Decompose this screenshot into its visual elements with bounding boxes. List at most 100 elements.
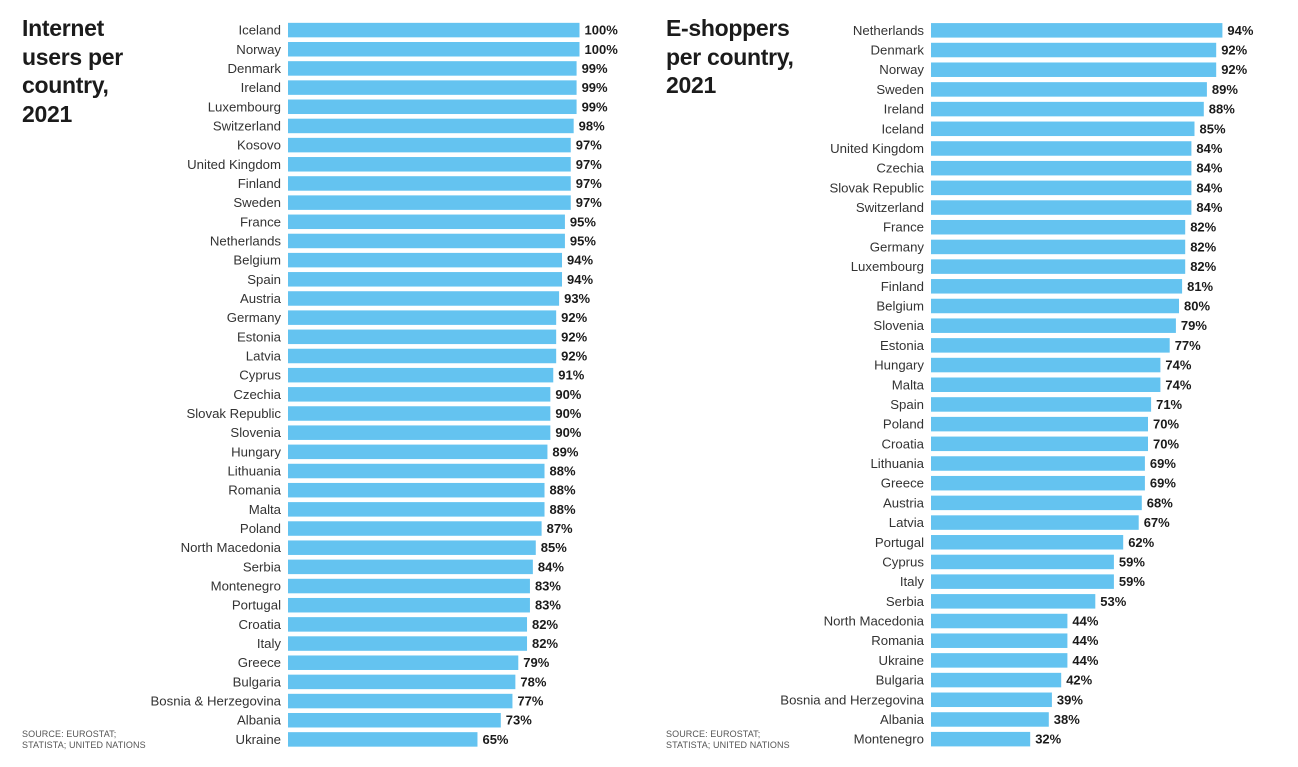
data-label: 84% xyxy=(538,559,564,574)
bar xyxy=(931,338,1170,353)
bar xyxy=(288,597,530,613)
bar xyxy=(931,23,1223,38)
category-label: Sweden xyxy=(876,82,924,97)
bar xyxy=(931,633,1068,648)
bar xyxy=(288,310,557,325)
data-label: 62% xyxy=(1128,535,1154,550)
category-label: Albania xyxy=(880,712,925,727)
bar xyxy=(288,463,545,479)
bar xyxy=(288,214,565,230)
bar xyxy=(288,233,565,249)
bar xyxy=(288,540,536,555)
category-label: Croatia xyxy=(238,617,281,632)
bar xyxy=(288,444,548,460)
category-label: Ireland xyxy=(884,102,924,117)
bar xyxy=(288,693,513,709)
data-label: 78% xyxy=(520,674,546,689)
bar xyxy=(931,515,1139,530)
bar xyxy=(288,367,554,383)
category-label: Netherlands xyxy=(210,233,282,248)
data-label: 84% xyxy=(1196,200,1222,215)
category-labels: Iceland Norway Denmark Ireland Luxembourg Swi… xyxy=(151,23,282,747)
category-label: Malta xyxy=(892,377,925,392)
data-label: 92% xyxy=(1221,43,1247,58)
category-label: Lithuania xyxy=(227,464,281,479)
category-label: United Kingdom xyxy=(830,141,924,156)
data-label: 82% xyxy=(532,636,558,651)
category-label: Spain xyxy=(247,272,281,287)
bar xyxy=(288,712,501,728)
data-label: 89% xyxy=(552,444,578,459)
data-label: 44% xyxy=(1072,614,1098,629)
category-label: North Macedonia xyxy=(181,540,282,555)
bar xyxy=(931,475,1145,491)
data-label: 71% xyxy=(1156,397,1182,412)
category-label: Belgium xyxy=(233,253,281,268)
title-line: per country, xyxy=(666,43,794,70)
data-label: 65% xyxy=(482,732,508,747)
bar xyxy=(288,99,577,115)
bar xyxy=(288,674,516,690)
data-label: 97% xyxy=(576,138,602,153)
category-label: Estonia xyxy=(880,338,925,353)
title-line: 2021 xyxy=(666,72,716,98)
bar xyxy=(288,61,577,76)
category-label: Serbia xyxy=(243,559,282,574)
data-label: 98% xyxy=(579,118,605,133)
title-line: Internet xyxy=(22,15,104,41)
bar xyxy=(931,535,1124,550)
category-labels: Netherlands Denmark Norway Sweden Ireland Ice… xyxy=(780,23,924,747)
category-label: Albania xyxy=(237,713,282,728)
category-label: Estonia xyxy=(237,329,282,344)
data-label: 93% xyxy=(564,291,590,306)
data-label: 38% xyxy=(1054,712,1080,727)
chart-title: Internet users per country, 2021 xyxy=(22,14,123,128)
bar xyxy=(931,554,1114,570)
bar xyxy=(288,482,545,498)
source-line: SOURCE: EUROSTAT; xyxy=(666,729,761,739)
category-label: Sweden xyxy=(233,195,281,210)
data-label: 84% xyxy=(1196,180,1222,195)
data-label: 94% xyxy=(1227,23,1253,38)
data-label: 85% xyxy=(541,540,567,555)
data-label: 82% xyxy=(1190,259,1216,274)
category-label: Finland xyxy=(881,279,924,294)
data-label: 85% xyxy=(1200,121,1226,136)
data-label: 77% xyxy=(517,694,543,709)
category-label: Latvia xyxy=(246,348,282,363)
category-label: Netherlands xyxy=(853,23,925,38)
source-line: SOURCE: EUROSTAT; xyxy=(22,729,117,739)
bar xyxy=(931,141,1192,156)
data-label: 99% xyxy=(582,61,608,76)
data-labels: 94% 92% 92% 89% 88% 85% 84% 84% 84% 84% 82% 82% 82% 8… xyxy=(1035,23,1254,747)
category-label: Ukraine xyxy=(236,732,281,747)
category-label: Cyprus xyxy=(239,368,281,383)
category-label: Kosovo xyxy=(237,138,281,153)
data-label: 82% xyxy=(1190,220,1216,235)
data-label: 90% xyxy=(555,425,581,440)
data-label: 77% xyxy=(1175,338,1201,353)
source-line: STATISTA; UNITED NATIONS xyxy=(22,739,146,750)
data-label: 69% xyxy=(1150,456,1176,471)
data-label: 44% xyxy=(1072,633,1098,648)
data-label: 42% xyxy=(1066,673,1092,688)
data-label: 73% xyxy=(506,713,532,728)
data-label: 70% xyxy=(1153,417,1179,432)
bar xyxy=(288,348,557,364)
category-label: Slovak Republic xyxy=(829,180,924,195)
category-label: Cyprus xyxy=(882,554,924,569)
category-label: Croatia xyxy=(881,436,924,451)
category-label: Spain xyxy=(890,397,924,412)
title-line: country, xyxy=(22,72,109,98)
title-line: E-shoppers xyxy=(666,15,790,41)
bar xyxy=(931,239,1186,255)
bar xyxy=(288,578,530,594)
bar xyxy=(288,636,528,651)
category-label: Czechia xyxy=(876,161,924,176)
data-label: 59% xyxy=(1119,554,1145,569)
data-label: 100% xyxy=(585,23,619,38)
data-label: 44% xyxy=(1072,653,1098,668)
bar xyxy=(931,101,1204,117)
bars xyxy=(931,23,1223,747)
data-label: 90% xyxy=(555,387,581,402)
